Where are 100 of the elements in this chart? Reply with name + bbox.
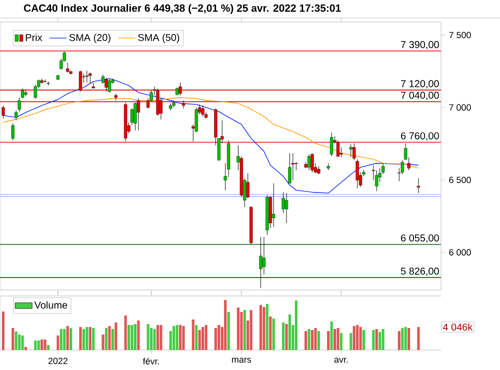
- x-tick-label: 2022: [48, 358, 68, 364]
- bar: [127, 325, 130, 350]
- candlestick: [201, 105, 204, 117]
- bar: [333, 329, 336, 350]
- bar: [24, 347, 28, 350]
- bar: [114, 322, 118, 350]
- bar: [37, 340, 40, 350]
- bar: [102, 334, 104, 350]
- candlestick: [330, 132, 334, 157]
- bar: [310, 330, 314, 350]
- bar: [259, 305, 262, 350]
- y-tick-label: 7 000: [449, 104, 471, 111]
- legend-label: Volume: [34, 301, 68, 309]
- bar: [108, 326, 111, 350]
- bar: [56, 336, 60, 350]
- candlestick: [284, 192, 288, 224]
- candlestick: [356, 159, 359, 188]
- legend-label: SMA (20): [69, 34, 110, 43]
- bar: [47, 345, 50, 350]
- bar: [269, 316, 272, 350]
- bar: [124, 316, 127, 350]
- candlestick: [88, 72, 92, 84]
- bar: [172, 326, 176, 350]
- candlestick: [259, 236, 262, 288]
- bar: [44, 340, 46, 350]
- bar: [14, 332, 18, 350]
- bar: [352, 326, 356, 350]
- candlestick: [246, 172, 250, 198]
- bar: [214, 328, 217, 350]
- bar: [401, 328, 404, 350]
- bar: [417, 327, 420, 350]
- candlestick: [375, 170, 378, 192]
- bar: [82, 329, 85, 350]
- ref-line-label: 7 120,00: [401, 80, 439, 88]
- bar: [86, 327, 88, 350]
- bar: [359, 327, 362, 350]
- candlestick: [262, 236, 266, 276]
- y-tick-label: 7 500: [449, 32, 471, 38]
- bar: [2, 312, 5, 350]
- bar: [134, 324, 136, 350]
- bar: [382, 329, 384, 350]
- bar: [198, 330, 201, 350]
- ref-line-label: 6 055,00: [401, 234, 439, 243]
- bar: [204, 325, 208, 350]
- candlestick: [85, 70, 88, 83]
- bar: [317, 331, 320, 350]
- bar: [34, 340, 37, 350]
- y-tick-label: 6 000: [449, 249, 471, 256]
- bar: [79, 327, 82, 350]
- ref-line-label: 7 040,00: [401, 92, 439, 100]
- bar: [224, 300, 227, 350]
- x-tick-label: avr.: [334, 358, 348, 363]
- bar: [66, 326, 69, 350]
- bar: [398, 331, 400, 350]
- legend-label: Prix: [26, 34, 42, 41]
- bar: [272, 318, 275, 350]
- bar: [92, 328, 95, 350]
- candlestick: [11, 123, 14, 141]
- bar: [304, 331, 308, 350]
- bar: [150, 328, 153, 350]
- y-tick-label: 6 500: [449, 176, 471, 184]
- bar: [153, 329, 156, 350]
- bar: [356, 325, 359, 350]
- bar: [285, 324, 288, 350]
- candlestick: [66, 62, 70, 73]
- bar: [176, 325, 178, 350]
- bar: [375, 329, 378, 350]
- bar: [156, 325, 160, 350]
- bar: [104, 328, 108, 350]
- text: 4 046k: [442, 323, 473, 331]
- chart-title: CAC40 Index Journalier 6 449,38 (−2,01 %) 25 avr. 2022 17:35:01: [24, 4, 341, 14]
- bar: [378, 332, 382, 350]
- candlestick: [108, 79, 112, 93]
- candlestick: [336, 140, 340, 158]
- bar: [408, 328, 410, 350]
- candlestick: [2, 105, 5, 119]
- bar: [111, 329, 114, 350]
- bar: [12, 328, 14, 350]
- bar: [262, 307, 266, 350]
- bar: [372, 330, 375, 350]
- bar: [218, 325, 220, 350]
- bar: [130, 325, 134, 350]
- candlestick: [307, 154, 311, 170]
- ref-line-label: 6 760,00: [401, 132, 439, 141]
- bar: [70, 328, 72, 350]
- bar: [236, 308, 240, 350]
- bar: [282, 322, 285, 350]
- bar: [362, 330, 366, 350]
- bar: [195, 325, 198, 350]
- bar: [60, 329, 62, 350]
- bar: [340, 333, 343, 350]
- legend-label: SMA (50): [138, 34, 180, 43]
- bar: [404, 327, 407, 350]
- bar: [182, 326, 185, 350]
- candlestick: [291, 152, 295, 180]
- bar: [288, 314, 292, 350]
- candlestick: [310, 152, 314, 172]
- bar: [21, 336, 24, 350]
- bar: [202, 327, 204, 350]
- bar: [192, 320, 194, 350]
